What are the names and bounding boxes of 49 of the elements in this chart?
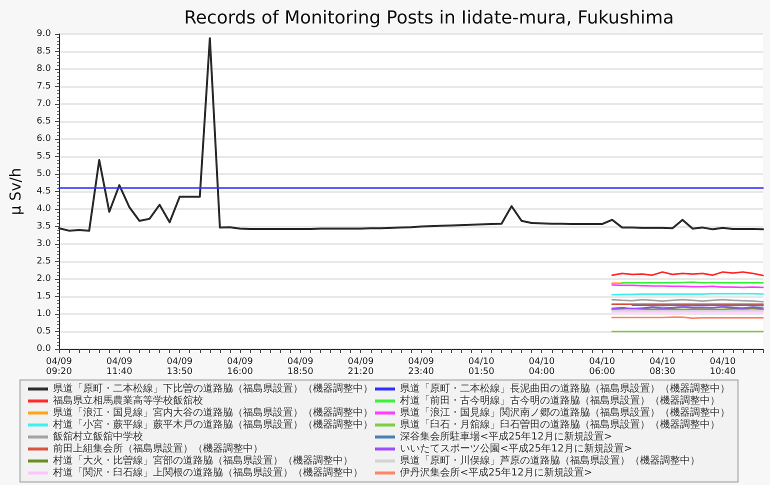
y-tick-label: 8.5: [36, 46, 51, 56]
legend-label: 福島県立相馬農業高等学校飯舘校: [53, 394, 203, 406]
legend-label: 村道「大火・比曽線」宮部の道路脇（福島県設置）（機器調整中）: [52, 454, 353, 466]
y-tick-label: 7.0: [36, 99, 52, 109]
x-tick-label: 04/09 21:20: [348, 357, 374, 377]
legend-label: 県道「原町・二本松線」下比曽の道路脇（福島県設置）（機器調整中）: [53, 382, 373, 394]
legend-label: 飯舘村立飯舘中学校: [53, 430, 143, 442]
y-tick-label: 2.5: [36, 256, 51, 266]
y-tick-label: 0.5: [36, 326, 51, 336]
legend-label: いいたてスポーツ公園<平成25年12月に新規設置>: [400, 442, 632, 454]
y-tick-label: 4.5: [36, 186, 51, 196]
legend-label: 前田上組集会所（福島県設置）（機器調整中）: [53, 442, 263, 454]
legend-label: 村道「関沢・臼石線」上関根の道路脇（福島県設置）（機器調整中）: [52, 466, 363, 478]
legend-label: 村道「小宮・蕨平線」蕨平木戸の道路脇（福島県設置）（機器調整中）: [52, 418, 373, 430]
chart-title: Records of Monitoring Posts in Iidate-mura, Fukushima: [184, 8, 674, 28]
y-tick-label: 5.0: [36, 169, 52, 179]
y-axis-title: μ Sv/h: [6, 168, 24, 216]
legend-label: 県道「原町・二本松線」長泥曲田の道路脇（福島県設置）（機器調整中）: [400, 382, 730, 394]
y-tick-label: 6.0: [36, 134, 52, 144]
y-tick-label: 0.0: [36, 344, 52, 354]
legend-label: 県道「浪江・国見線」宮内大谷の道路脇（福島県設置）（機器調整中）: [53, 406, 373, 418]
x-tick-label: 04/10 04:00: [528, 357, 555, 377]
y-tick-label: 1.5: [36, 292, 51, 302]
y-tick-label: 8.0: [36, 64, 52, 74]
x-tick-label: 04/09 13:50: [166, 357, 193, 377]
x-tick-label: 04/09 09:20: [46, 357, 72, 377]
y-tick-label: 3.5: [36, 222, 51, 232]
x-tick-label: 04/10 01:50: [468, 357, 495, 377]
legend-label: 深谷集会所駐車場<平成25年12月に新規設置>: [400, 430, 612, 442]
x-tick-label: 04/10 06:00: [589, 357, 616, 377]
legend-label: 県道「臼石・月舘線」臼石曽田の道路脇（福島県設置）（機器調整中）: [400, 418, 720, 430]
x-tick-label: 04/10 10:40: [710, 357, 736, 377]
y-tick-label: 4.0: [36, 204, 52, 214]
legend-label: 県道「原町・川俣線」芦原の道路脇（福島県設置）（機器調整中）: [400, 454, 700, 466]
x-tick-label: 04/09 23:40: [408, 357, 434, 377]
y-tick-label: 5.5: [36, 152, 51, 162]
legend-label: 県道「浪江・国見線」関沢南ノ郷の道路脇（福島県設置）（機器調整中）: [400, 406, 730, 418]
y-tick-label: 7.5: [36, 82, 51, 92]
x-tick-label: 04/09 18:50: [287, 357, 314, 377]
y-tick-label: 6.5: [36, 116, 51, 126]
y-tick-label: 1.0: [36, 309, 52, 319]
legend-label: 村道「前田・古今明線」古今明の道路脇（福島県設置）（機器調整中）: [399, 394, 720, 406]
x-tick-label: 04/09 16:00: [227, 357, 254, 377]
y-tick-label: 9.0: [36, 29, 52, 39]
x-tick-label: 04/10 08:30: [649, 357, 676, 377]
y-tick-label: 2.0: [36, 274, 52, 284]
y-tick-label: 3.0: [36, 239, 52, 249]
x-tick-label: 04/09 11:40: [106, 357, 133, 377]
legend-label: 伊丹沢集会所<平成25年12月に新規設置>: [400, 466, 592, 478]
